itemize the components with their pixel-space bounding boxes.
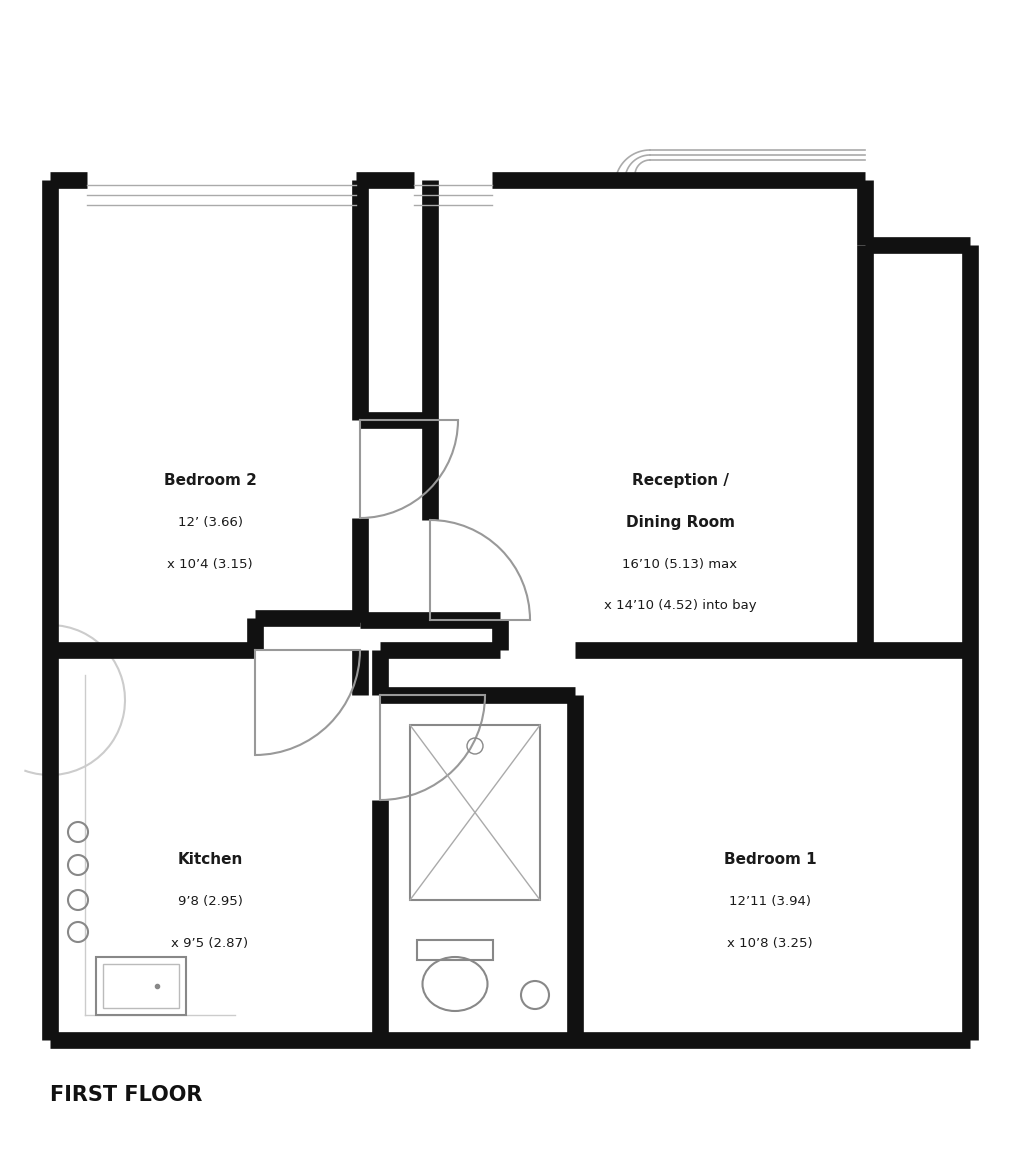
Text: x 10’4 (3.15): x 10’4 (3.15) xyxy=(167,558,253,571)
Text: x 10’8 (3.25): x 10’8 (3.25) xyxy=(727,937,812,950)
Text: 9’8 (2.95): 9’8 (2.95) xyxy=(177,896,243,908)
Text: Kitchen: Kitchen xyxy=(177,853,243,868)
Text: Bedroom 2: Bedroom 2 xyxy=(163,472,256,487)
Bar xyxy=(103,964,178,1008)
Text: x 9’5 (2.87): x 9’5 (2.87) xyxy=(171,937,249,950)
Bar xyxy=(417,940,492,960)
Text: Reception /: Reception / xyxy=(631,472,728,487)
Text: FIRST FLOOR: FIRST FLOOR xyxy=(50,1085,202,1105)
Text: x 14’10 (4.52) into bay: x 14’10 (4.52) into bay xyxy=(603,600,755,612)
Bar xyxy=(410,725,539,900)
Text: Dining Room: Dining Room xyxy=(625,515,734,529)
Text: 12’11 (3.94): 12’11 (3.94) xyxy=(729,896,810,908)
Bar xyxy=(96,957,185,1015)
Text: Bedroom 1: Bedroom 1 xyxy=(722,853,815,868)
Text: 16’10 (5.13) max: 16’10 (5.13) max xyxy=(622,558,737,571)
Text: 12’ (3.66): 12’ (3.66) xyxy=(177,515,243,529)
